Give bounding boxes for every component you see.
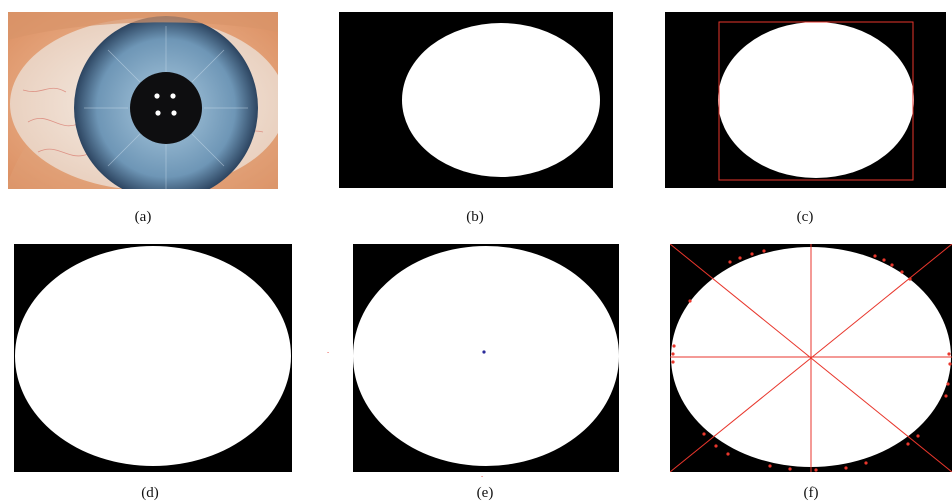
caption-f: (f) xyxy=(803,485,819,501)
panel-a-eye-photo xyxy=(8,12,278,189)
caption-a: (a) xyxy=(134,209,152,225)
panel-d-cropped xyxy=(14,244,292,472)
panel-c-bounding-box xyxy=(665,12,946,188)
panel-f-radial-lines xyxy=(670,244,952,472)
caption-d: (d) xyxy=(141,485,159,501)
tick-mark-left: - xyxy=(327,349,330,356)
panel-b-mask xyxy=(339,12,613,188)
caption-c: (c) xyxy=(796,209,814,225)
tick-mark-bottom: - xyxy=(481,473,484,480)
panel-e-center xyxy=(353,244,619,472)
caption-e: (e) xyxy=(476,485,494,501)
caption-b: (b) xyxy=(466,209,484,225)
